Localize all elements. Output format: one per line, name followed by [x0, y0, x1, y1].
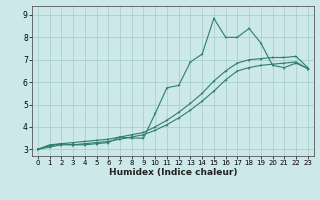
- X-axis label: Humidex (Indice chaleur): Humidex (Indice chaleur): [108, 168, 237, 177]
